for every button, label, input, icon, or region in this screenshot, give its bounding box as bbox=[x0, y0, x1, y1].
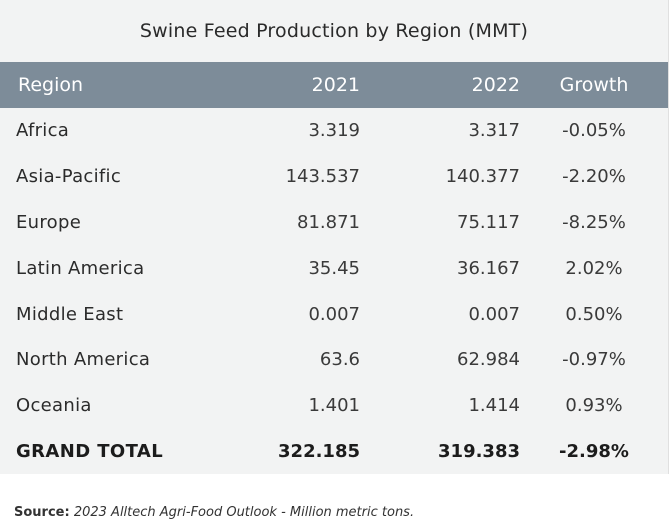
total-row: GRAND TOTAL 322.185 319.383 -2.98% bbox=[0, 429, 668, 475]
cell-growth: -0.05% bbox=[562, 120, 626, 142]
cell-region: Latin America bbox=[16, 257, 145, 279]
cell-2021: 1.401 bbox=[308, 395, 360, 417]
cell-2022: 140.377 bbox=[445, 166, 520, 188]
cell-2021: 0.007 bbox=[308, 303, 360, 325]
source-text: 2023 Alltech Agri-Food Outlook - Million… bbox=[73, 505, 415, 520]
cell-region: Europe bbox=[16, 211, 82, 233]
cell-2021: 81.871 bbox=[297, 211, 360, 233]
table-row: Middle East 0.007 0.007 0.50% bbox=[0, 291, 668, 337]
cell-2022: 3.317 bbox=[468, 120, 520, 142]
cell-region: Asia-Pacific bbox=[16, 166, 122, 188]
cell-growth: 0.93% bbox=[565, 395, 623, 417]
cell-growth: 0.50% bbox=[565, 303, 623, 325]
total-2021: 322.185 bbox=[278, 440, 360, 462]
total-2022: 319.383 bbox=[438, 440, 520, 462]
total-growth: -2.98% bbox=[559, 440, 629, 462]
cell-2021: 35.45 bbox=[308, 257, 360, 279]
cell-growth: -2.20% bbox=[562, 166, 626, 188]
cell-region: Africa bbox=[16, 120, 70, 142]
cell-growth: 2.02% bbox=[565, 257, 623, 279]
cell-2022: 1.414 bbox=[468, 395, 520, 417]
cell-2022: 75.117 bbox=[457, 211, 520, 233]
table-row: Latin America 35.45 36.167 2.02% bbox=[0, 245, 668, 291]
source-note: Source: 2023 Alltech Agri-Food Outlook -… bbox=[14, 505, 414, 520]
cell-growth: -8.25% bbox=[562, 211, 626, 233]
cell-2021: 3.319 bbox=[308, 120, 360, 142]
table-row: Africa 3.319 3.317 -0.05% bbox=[0, 108, 668, 154]
table-row: Oceania 1.401 1.414 0.93% bbox=[0, 383, 668, 429]
cell-region: Middle East bbox=[16, 303, 124, 325]
header-2021: 2021 bbox=[311, 74, 360, 96]
header-growth: Growth bbox=[559, 74, 629, 96]
data-table: Region 2021 2022 Growth Africa 3.319 3.3… bbox=[0, 62, 668, 474]
cell-region: Oceania bbox=[16, 395, 92, 417]
source-label: Source: bbox=[14, 505, 70, 520]
table-title: Swine Feed Production by Region (MMT) bbox=[139, 20, 529, 42]
cell-2021: 143.537 bbox=[285, 166, 360, 188]
cell-2022: 0.007 bbox=[468, 303, 520, 325]
header-2022: 2022 bbox=[471, 74, 520, 96]
total-label: GRAND TOTAL bbox=[16, 440, 164, 462]
header-row: Region 2021 2022 Growth bbox=[0, 62, 668, 108]
table-card: Swine Feed Production by Region (MMT) Re… bbox=[0, 0, 669, 474]
header-region: Region bbox=[18, 74, 84, 96]
cell-growth: -0.97% bbox=[562, 349, 626, 371]
table-row: Europe 81.871 75.117 -8.25% bbox=[0, 200, 668, 246]
table-row: North America 63.6 62.984 -0.97% bbox=[0, 337, 668, 383]
cell-2022: 36.167 bbox=[457, 257, 520, 279]
table-row: Asia-Pacific 143.537 140.377 -2.20% bbox=[0, 154, 668, 200]
cell-2021: 63.6 bbox=[319, 349, 360, 371]
cell-region: North America bbox=[16, 349, 151, 371]
cell-2022: 62.984 bbox=[457, 349, 520, 371]
